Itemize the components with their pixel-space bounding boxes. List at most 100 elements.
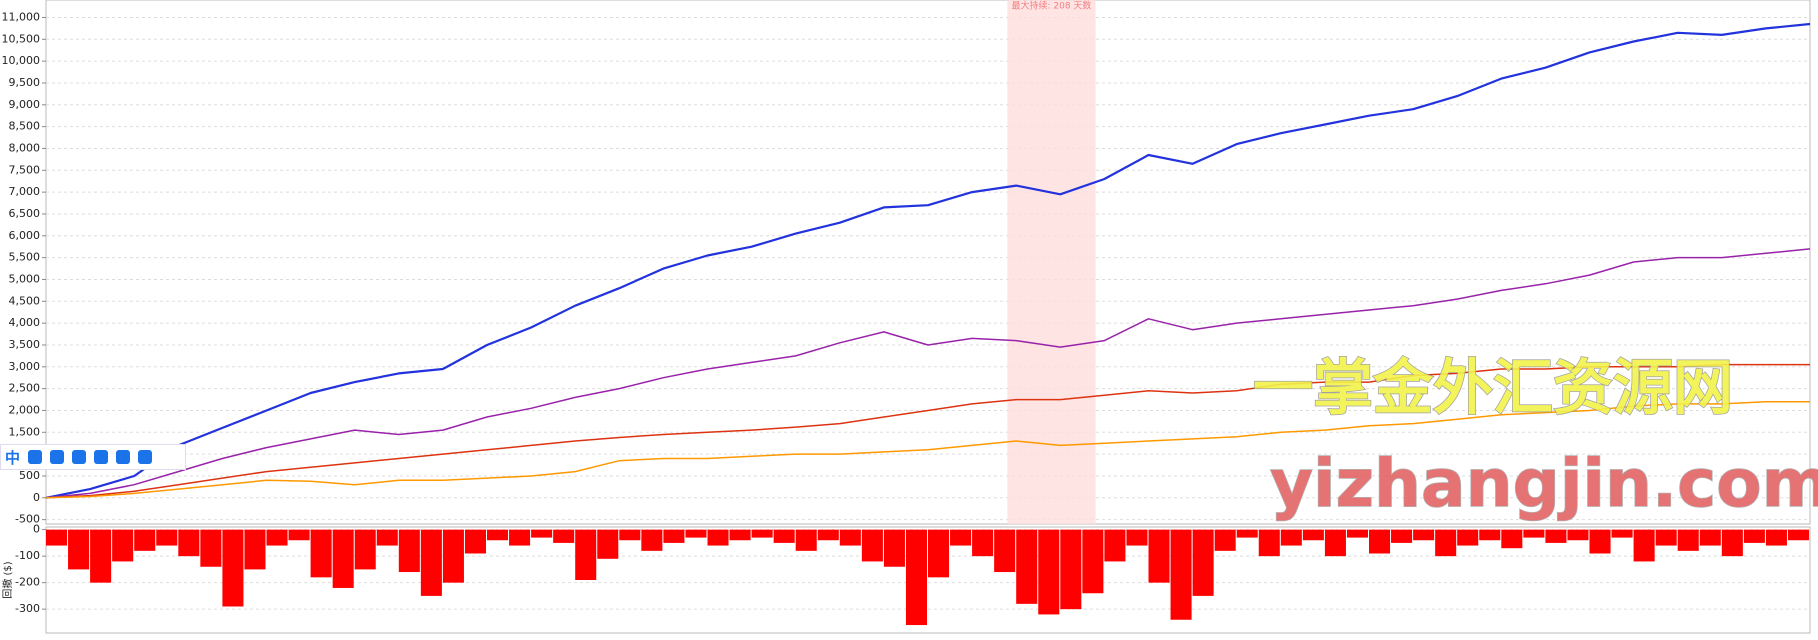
plot-frame [45, 526, 1811, 634]
plot-frame [45, 0, 1811, 525]
drawdown-bar [1170, 529, 1192, 620]
ime-icon[interactable] [50, 450, 65, 464]
drawdown-bar [354, 529, 376, 570]
drawdown-bar [928, 529, 950, 578]
drawdown-bar [861, 529, 883, 562]
equity-line [45, 400, 1810, 499]
y-tick-label: 11,000 [2, 10, 41, 23]
drawdown-bar [332, 529, 354, 588]
drawdown-bar [1523, 529, 1545, 538]
drawdown-bar [1501, 529, 1523, 549]
drawdown-bar [90, 529, 112, 583]
drawdown-bar [1457, 529, 1479, 546]
drawdown-bar [575, 529, 597, 580]
drawdown-bar [641, 529, 663, 551]
drawdown-bar [1479, 529, 1501, 541]
drawdown-bar [1236, 529, 1258, 538]
drawdown-bar [1324, 529, 1346, 557]
drawdown-bar [817, 529, 839, 541]
drawdown-bar [1082, 529, 1104, 594]
drawdown-bar [597, 529, 619, 559]
drawdown-bar [883, 529, 905, 567]
drawdown-bar [1787, 529, 1809, 541]
drawdown-bar [950, 529, 972, 546]
y-tick-label: 9,000 [9, 98, 41, 111]
y-tick-label: 8,500 [9, 120, 41, 133]
y-axis-label: 回撤 ($) [1, 561, 14, 598]
y-tick-label: 10,000 [2, 54, 41, 67]
drawdown-bar [1346, 529, 1368, 538]
drawdown-bar [1655, 529, 1677, 546]
drawdown-bar [288, 529, 310, 541]
drawdown-bar [1302, 529, 1324, 541]
y-tick-label: -200 [15, 576, 40, 589]
drawdown-bar [1391, 529, 1413, 543]
drawdown-bar [266, 529, 288, 546]
drawdown-bar [1214, 529, 1236, 551]
y-tick-label: 500 [19, 469, 40, 482]
drawdown-bar [685, 529, 707, 538]
drawdown-bar [112, 529, 134, 562]
drawdown-bar [905, 529, 927, 626]
y-tick-label: 7,000 [9, 185, 41, 198]
watermark-cn: 一掌金外汇资源网 [1253, 354, 1733, 424]
y-tick-label: -500 [15, 513, 40, 526]
drawdown-bar [1126, 529, 1148, 546]
equity-line [45, 248, 1811, 499]
drawdown-bar [1611, 529, 1633, 538]
drawdown-bar [1589, 529, 1611, 554]
drawdown-bar [1633, 529, 1655, 562]
drawdown-period [1007, 0, 1096, 524]
ime-icon[interactable] [116, 450, 131, 464]
ime-mode[interactable]: 中 [5, 448, 21, 467]
drawdown-bar [1545, 529, 1567, 543]
drawdown-bar [707, 529, 729, 546]
y-tick-label: 4,000 [9, 316, 41, 329]
drawdown-bar [1567, 529, 1589, 541]
y-tick-label: 6,000 [9, 229, 41, 242]
drawdown-bar [178, 529, 200, 557]
drawdown-bar [531, 529, 553, 538]
drawdown-bar [972, 529, 994, 557]
ime-icon[interactable] [72, 450, 87, 464]
drawdown-bar [200, 529, 222, 567]
ime-icon[interactable] [28, 450, 43, 464]
drawdown-bar [1258, 529, 1280, 557]
y-tick-label: 4,500 [9, 294, 41, 307]
drawdown-bar [1038, 529, 1060, 615]
ime-icon[interactable] [94, 450, 109, 464]
y-tick-label: 0 [33, 491, 40, 504]
drawdown-bar [795, 529, 817, 551]
y-tick-label: 8,000 [9, 141, 41, 154]
y-tick-label: 9,500 [9, 76, 41, 89]
y-tick-label: 7,500 [9, 163, 41, 176]
drawdown-bar [839, 529, 861, 546]
drawdown-bar [134, 529, 156, 551]
drawdown-bar [994, 529, 1016, 573]
drawdown-bar [663, 529, 685, 543]
y-tick-label: 5,000 [9, 272, 41, 285]
ime-toolbar[interactable]: 中 [0, 444, 186, 470]
equity-line [45, 363, 1810, 499]
drawdown-bar [1369, 529, 1391, 554]
y-tick-label: 6,500 [9, 207, 41, 220]
y-tick-label: 2,500 [9, 382, 41, 395]
y-tick-label: -100 [15, 549, 40, 562]
y-tick-label: -300 [15, 602, 40, 615]
drawdown-bar [1280, 529, 1302, 546]
drawdown-bar [244, 529, 266, 570]
ime-icon[interactable] [138, 450, 153, 464]
drawdown-bar [509, 529, 531, 546]
drawdown-bar [46, 529, 68, 546]
drawdown-bar [420, 529, 442, 596]
drawdown-bar [464, 529, 486, 554]
drawdown-bar [156, 529, 178, 546]
drawdown-bar [1765, 529, 1787, 546]
y-tick-label: 0 [33, 523, 40, 536]
drawdown-bar [553, 529, 575, 543]
watermark-en: yizhangjin.com [1270, 445, 1818, 522]
y-tick-label: 2,000 [9, 403, 41, 416]
drawdown-bar [310, 529, 332, 578]
